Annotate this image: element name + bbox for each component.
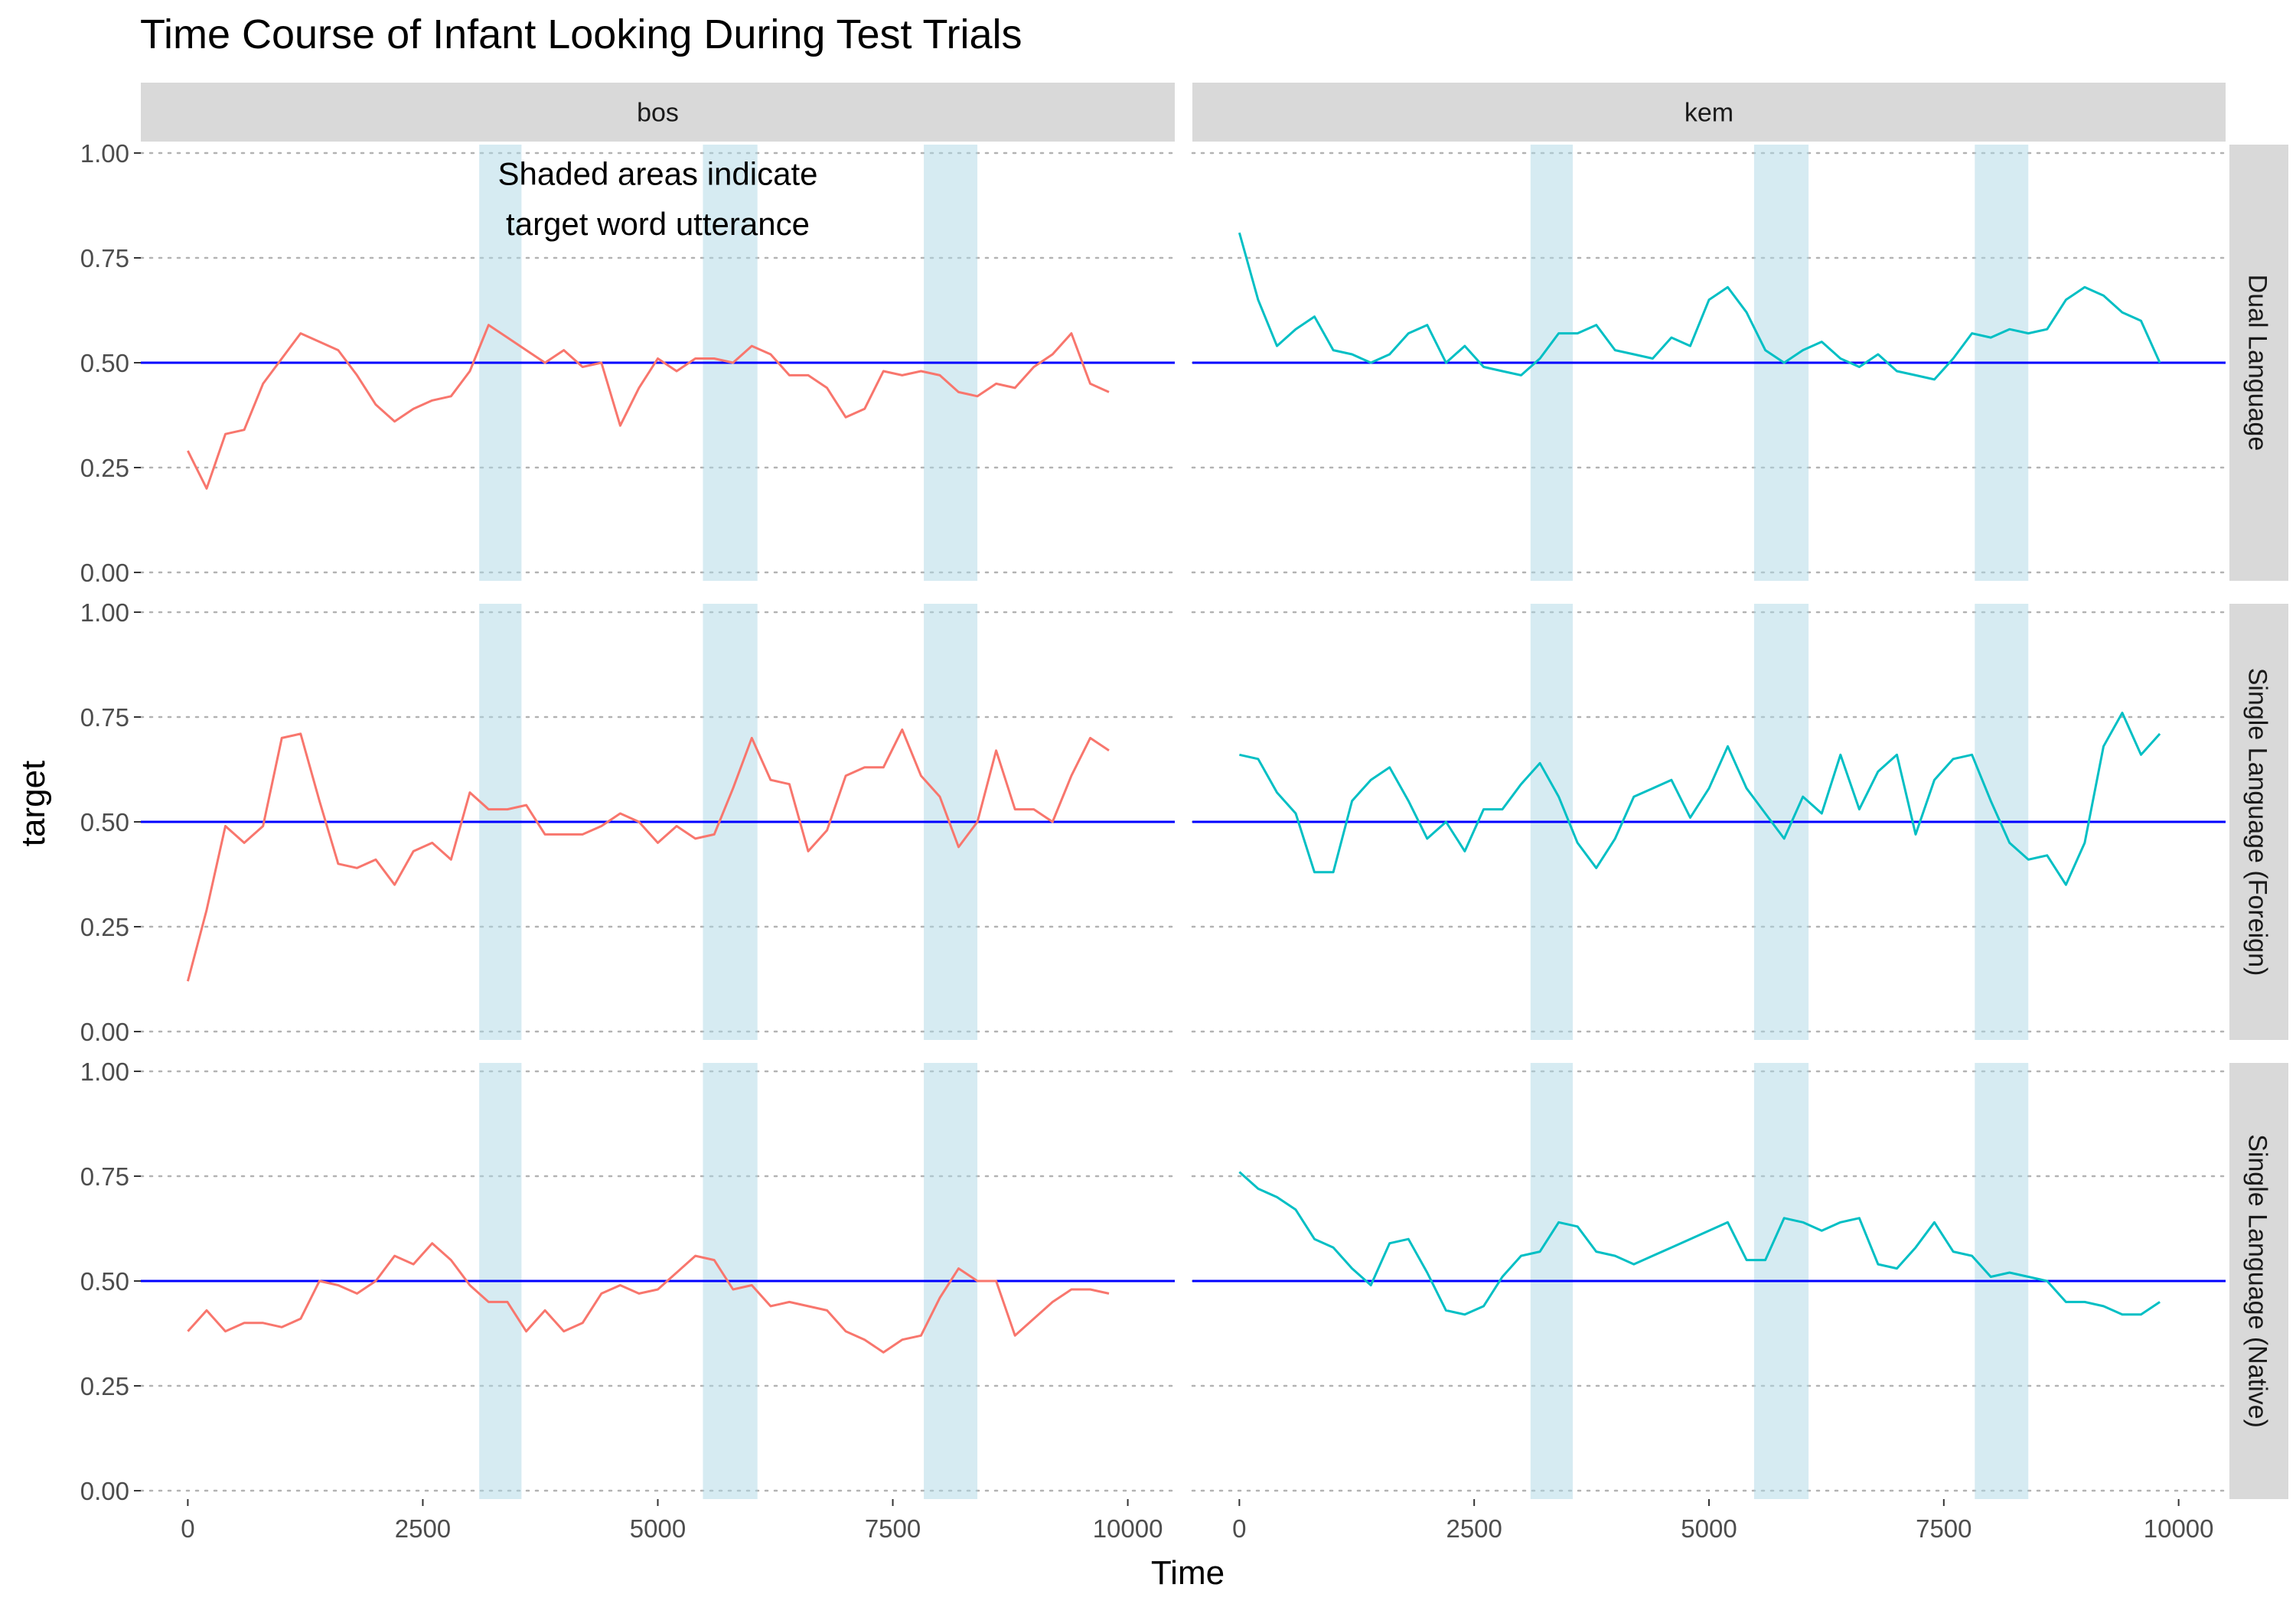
y-tick-label: 0.25: [80, 454, 129, 482]
facet-strip-label-row-1: Dual Language: [2243, 275, 2272, 451]
y-tick-label: 1.00: [80, 1058, 129, 1086]
annotation-line-1: Shaded areas indicate: [498, 155, 818, 191]
x-tick-label: 5000: [1681, 1514, 1737, 1543]
x-axis-title: Time: [1151, 1554, 1225, 1592]
y-tick-label: 0.50: [80, 1267, 129, 1296]
y-tick-label: 0.50: [80, 808, 129, 836]
facet-strip-label-row-2: Single Language (Foreign): [2243, 668, 2272, 976]
x-tick-label: 2500: [1446, 1514, 1502, 1543]
x-tick-label: 7500: [865, 1514, 921, 1543]
x-tick-label: 0: [181, 1514, 194, 1543]
facet-strip-label-row-3: Single Language (Native): [2243, 1134, 2272, 1428]
series-line-kem-row2: [1239, 712, 2161, 886]
series-line-bos-row2: [186, 728, 1110, 982]
y-tick-label: 0.00: [80, 1477, 129, 1505]
facet-strip-row-2: [2229, 604, 2288, 1040]
facet-strip-label-kem: kem: [1684, 99, 1733, 128]
facet-strip-kem: [1192, 83, 2226, 142]
y-tick-label: 0.25: [80, 1372, 129, 1400]
x-tick-label: 10000: [2144, 1514, 2214, 1543]
series-line-kem-row3: [1238, 1171, 2161, 1316]
y-axis-title: target: [15, 761, 52, 847]
series-line-bos-row3: [187, 1242, 1110, 1354]
facet-strip-row-1: [2229, 145, 2288, 581]
y-tick-label: 0.00: [80, 1018, 129, 1046]
series-line-kem-row1: [1238, 232, 2161, 381]
chart-title: Time Course of Infant Looking During Tes…: [140, 11, 1022, 57]
annotation-line-2: target word utterance: [506, 206, 810, 242]
y-tick-label: 0.50: [80, 349, 129, 377]
x-tick-label: 10000: [1093, 1514, 1163, 1543]
y-tick-label: 0.25: [80, 913, 129, 941]
y-tick-label: 0.75: [80, 244, 129, 272]
series-line-bos-row1: [187, 324, 1110, 490]
x-tick-label: 7500: [1916, 1514, 1971, 1543]
facet-strip-row-3: [2229, 1063, 2288, 1499]
facet-strip-bos: [141, 83, 1175, 142]
facet-strip-label-bos: bos: [637, 99, 679, 128]
y-tick-label: 0.00: [80, 559, 129, 587]
y-tick-label: 1.00: [80, 598, 129, 627]
y-tick-label: 0.75: [80, 703, 129, 732]
x-tick-label: 5000: [630, 1514, 686, 1543]
x-tick-label: 0: [1232, 1514, 1246, 1543]
y-tick-label: 1.00: [80, 139, 129, 168]
x-tick-label: 2500: [395, 1514, 451, 1543]
y-tick-label: 0.75: [80, 1162, 129, 1191]
plot-area: 0.00 0.25 0.50 0.75 1.00 0.00 0.25 0.50 0.75 1.00…: [80, 83, 2288, 1543]
